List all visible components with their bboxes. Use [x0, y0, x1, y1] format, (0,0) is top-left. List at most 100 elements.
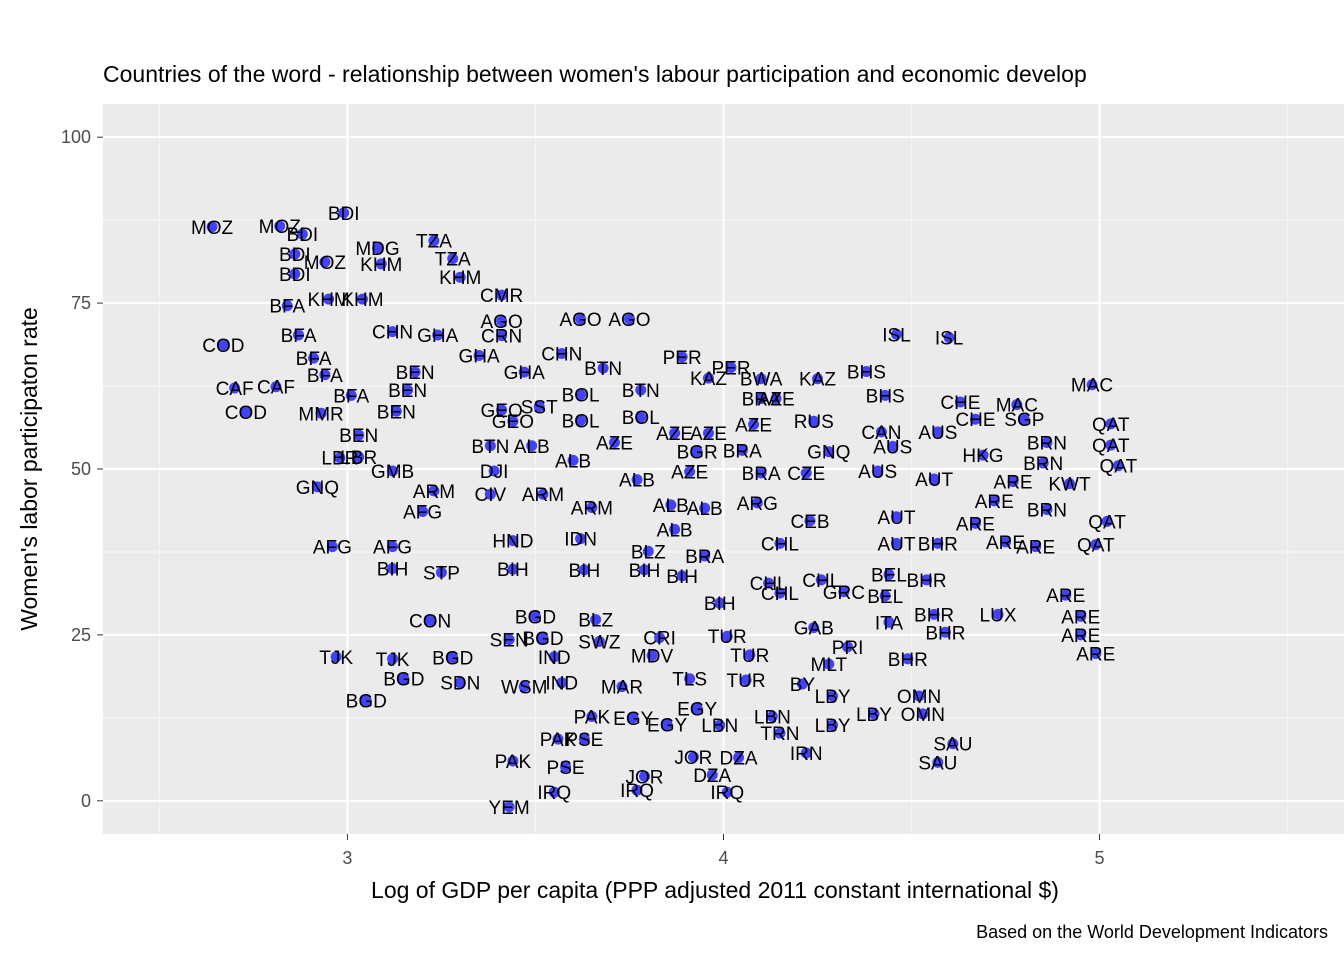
data-point	[454, 677, 466, 689]
data-point	[669, 427, 681, 439]
point-label: MDV	[631, 646, 674, 667]
data-point	[548, 786, 560, 798]
data-point	[432, 329, 444, 341]
point-label: ARE	[1061, 626, 1100, 647]
major-gridlines	[103, 104, 1344, 834]
point-label: BIH	[497, 560, 529, 581]
point-label: TZA	[416, 232, 452, 253]
point-label: AZE	[690, 424, 727, 445]
point-label: EGY	[613, 709, 653, 730]
data-point	[969, 517, 981, 529]
point-label: BGD	[522, 629, 563, 650]
data-point	[567, 454, 579, 466]
point-label: OMN	[897, 687, 941, 708]
data-point	[1011, 399, 1023, 411]
data-point	[319, 256, 331, 268]
point-label: ALB	[555, 451, 591, 472]
data-point	[507, 563, 519, 575]
point-label: STP	[423, 564, 460, 585]
data-point	[872, 465, 884, 477]
data-point	[526, 440, 538, 452]
data-points	[206, 207, 1124, 813]
point-label: GMB	[371, 462, 414, 483]
point-label: BRA	[723, 441, 762, 462]
point-label: LBY	[815, 687, 851, 708]
data-point	[887, 440, 899, 452]
data-point	[537, 632, 549, 644]
data-point	[608, 436, 620, 448]
point-label: YEM	[489, 798, 530, 819]
data-point	[744, 649, 756, 661]
point-label: SST	[521, 398, 558, 419]
data-point	[827, 690, 839, 702]
data-point	[635, 384, 647, 396]
data-point	[725, 361, 737, 373]
data-point	[447, 651, 459, 663]
point-label: ISL	[882, 325, 911, 346]
data-point	[270, 381, 282, 393]
x-tick-label: 3	[342, 848, 352, 868]
point-label: DZA	[693, 766, 731, 787]
data-point	[1037, 457, 1049, 469]
data-point	[879, 389, 891, 401]
data-point	[774, 727, 786, 739]
data-point	[289, 248, 301, 260]
point-label: BLZ	[631, 542, 666, 563]
data-point	[890, 511, 902, 523]
data-point	[507, 535, 519, 547]
point-label: IND	[545, 674, 578, 695]
point-label: BRN	[1023, 454, 1063, 475]
point-label: BEN	[377, 402, 416, 423]
data-point	[969, 413, 981, 425]
data-point	[1090, 539, 1102, 551]
data-point	[575, 389, 587, 401]
data-point	[755, 373, 767, 385]
data-point	[702, 427, 714, 439]
point-label: ARE	[1046, 586, 1085, 607]
data-point	[676, 351, 688, 363]
point-label: BDI	[328, 204, 360, 225]
point-label: OMN	[901, 705, 945, 726]
data-point	[217, 339, 229, 351]
point-label: ARG	[737, 494, 778, 515]
data-point	[360, 695, 372, 707]
data-point	[890, 537, 902, 549]
point-label: ALB	[619, 471, 655, 492]
data-point	[274, 220, 286, 232]
point-label: AUS	[873, 437, 912, 458]
data-point	[353, 451, 365, 463]
data-point	[917, 708, 929, 720]
data-point	[691, 446, 703, 458]
data-point	[635, 411, 647, 423]
data-point	[507, 415, 519, 427]
point-label: AZE	[671, 463, 708, 484]
data-point	[883, 616, 895, 628]
point-label: PAK	[495, 752, 532, 773]
data-point	[932, 537, 944, 549]
point-label: BTN	[622, 381, 660, 402]
point-label: LBY	[856, 705, 892, 726]
point-label: AZE	[758, 390, 795, 411]
data-point	[586, 501, 598, 513]
point-label: QAT	[1092, 415, 1130, 436]
x-axis-title: Log of GDP per capita (PPP adjusted 2011…	[371, 877, 1059, 903]
point-label: BFA	[296, 349, 332, 370]
data-point	[435, 567, 447, 579]
data-point	[575, 533, 587, 545]
point-label: CIV	[474, 485, 506, 506]
data-point	[808, 622, 820, 634]
data-point	[875, 426, 887, 438]
point-label: QAT	[1100, 457, 1138, 478]
point-label: JOR	[626, 767, 664, 788]
data-point	[1041, 436, 1053, 448]
point-label: BRN	[1027, 500, 1067, 521]
point-label: ALB	[687, 499, 723, 520]
point-label: COD	[225, 403, 267, 424]
point-label: CHN	[372, 323, 413, 344]
data-point	[402, 384, 414, 396]
point-label: PSE	[547, 758, 585, 779]
point-label: ARE	[1076, 644, 1115, 665]
point-label: BFA	[333, 386, 369, 407]
data-point	[883, 569, 895, 581]
data-point	[1075, 629, 1087, 641]
